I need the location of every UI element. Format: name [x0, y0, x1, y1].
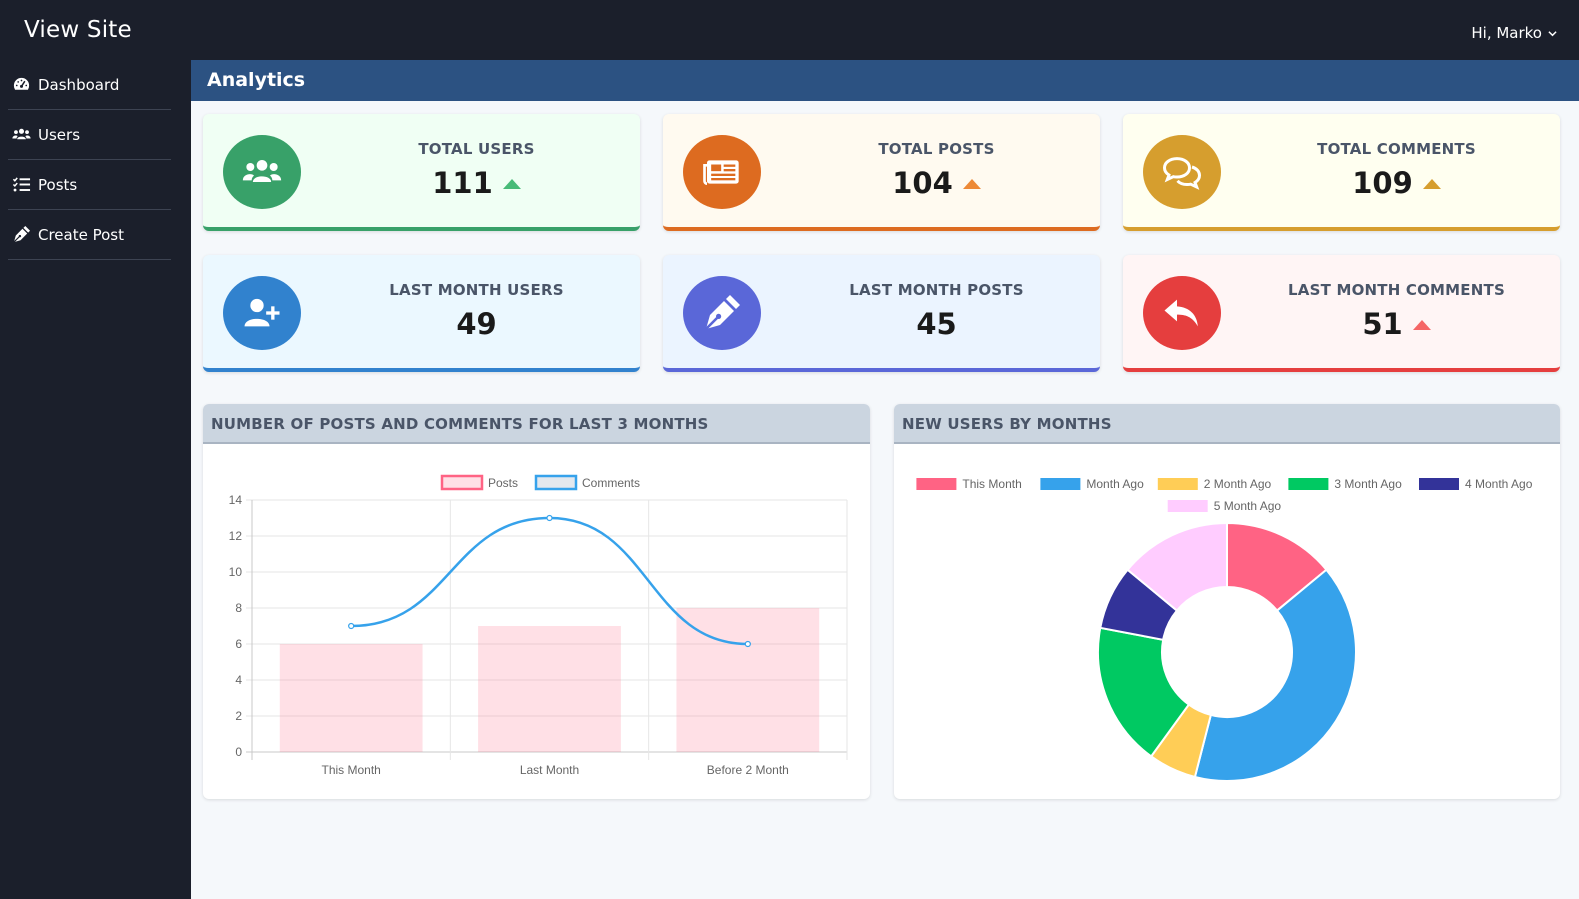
legend-swatch — [1040, 478, 1081, 490]
legend-swatch — [440, 474, 484, 491]
legend-label: Comments — [582, 476, 640, 490]
legend-swatch — [1157, 478, 1198, 490]
comments-point — [546, 514, 553, 522]
trend-up-icon — [502, 179, 521, 189]
chevron-down-icon — [1548, 30, 1557, 36]
x-tick-label: Last Month — [520, 763, 579, 777]
new-users-panel: NEW USERS BY MONTHS This Month Month Ago 2… — [894, 404, 1560, 799]
legend-label: This Month — [962, 477, 1021, 491]
y-tick-label: 12 — [229, 529, 243, 543]
sidebar-item-users[interactable]: Users — [8, 110, 171, 160]
sidebar-item-create-post[interactable]: Create Post — [8, 210, 171, 260]
legend-label: 2 Month Ago — [1204, 477, 1272, 491]
comments-icon — [1143, 135, 1221, 209]
stat-value: 51 — [1362, 307, 1403, 341]
legend-swatch — [1288, 478, 1329, 490]
legend-swatch — [534, 474, 578, 491]
list-icon — [10, 174, 32, 196]
stat-label: TOTAL USERS — [418, 140, 535, 158]
posts-comments-panel: NUMBER OF POSTS AND COMMENTS FOR LAST 3 … — [203, 404, 870, 799]
stat-label: LAST MONTH POSTS — [849, 281, 1024, 299]
stat-value: 104 — [892, 166, 953, 200]
pen-icon — [683, 276, 761, 350]
donut-slice — [1193, 568, 1357, 782]
y-tick-label: 14 — [229, 493, 243, 507]
panel-title: NEW USERS BY MONTHS — [894, 404, 1560, 444]
comments-point — [744, 640, 751, 648]
stat-value: 109 — [1352, 166, 1413, 200]
trend-up-icon — [1412, 320, 1431, 330]
newspaper-icon — [683, 135, 761, 209]
y-tick-label: 4 — [235, 673, 242, 687]
user-plus-icon — [223, 276, 301, 350]
stat-label: LAST MONTH USERS — [389, 281, 564, 299]
top-bar: View Site Hi, Marko — [0, 0, 1579, 60]
posts-bar — [279, 644, 423, 752]
stat-card-total-users: TOTAL USERS 111 — [203, 114, 640, 231]
page-title: Analytics — [207, 69, 306, 91]
panel-title: NUMBER OF POSTS AND COMMENTS FOR LAST 3 … — [203, 404, 870, 444]
stat-card-total-comments: TOTAL COMMENTS 109 — [1123, 114, 1560, 231]
sidebar-item-label: Create Post — [38, 225, 124, 244]
stat-card-last-month-posts: LAST MONTH POSTS 45 — [663, 255, 1100, 372]
new-users-chart: This Month Month Ago 2 Month Ago 3 Month Ag… — [916, 477, 1533, 782]
page-header: Analytics — [191, 60, 1579, 101]
trend-up-icon — [1422, 179, 1441, 189]
sidebar-item-posts[interactable]: Posts — [8, 160, 171, 210]
sidebar-item-dashboard[interactable]: Dashboard — [8, 60, 171, 110]
comments-point — [348, 622, 355, 630]
sidebar-item-label: Dashboard — [38, 75, 120, 94]
stat-value: 49 — [456, 307, 497, 341]
posts-comments-chart: 0 2 4 6 8 10 12 14 This Month Last Month Before 2 … — [229, 474, 848, 777]
pen-icon — [10, 224, 32, 246]
legend-label: 3 Month Ago — [1334, 477, 1402, 491]
x-tick-label: Before 2 Month — [707, 763, 789, 777]
stat-card-last-month-users: LAST MONTH USERS 49 — [203, 255, 640, 372]
trend-up-icon — [962, 179, 981, 189]
y-tick-label: 2 — [235, 709, 242, 723]
donut-slice — [1097, 626, 1191, 758]
sidebar-item-label: Posts — [38, 175, 78, 194]
user-menu[interactable]: Hi, Marko — [1471, 24, 1557, 42]
sidebar: Dashboard Users Posts Create Post — [0, 60, 191, 899]
stat-value: 111 — [432, 166, 493, 200]
sidebar-item-label: Users — [38, 125, 81, 144]
stat-label: LAST MONTH COMMENTS — [1288, 281, 1505, 299]
stat-card-last-month-comments: LAST MONTH COMMENTS 51 — [1123, 255, 1560, 372]
reply-icon — [1143, 276, 1221, 350]
stat-label: TOTAL POSTS — [878, 140, 995, 158]
stat-card-total-posts: TOTAL POSTS 104 — [663, 114, 1100, 231]
legend-label: 4 Month Ago — [1465, 477, 1533, 491]
dashboard-icon — [10, 74, 32, 96]
legend-swatch — [1167, 500, 1208, 512]
user-greeting: Hi, Marko — [1471, 24, 1542, 42]
y-tick-label: 8 — [235, 601, 242, 615]
stat-value: 45 — [916, 307, 957, 341]
y-tick-label: 6 — [235, 637, 242, 651]
legend-label: 5 Month Ago — [1214, 499, 1282, 513]
y-tick-label: 10 — [229, 565, 243, 579]
users-icon — [223, 135, 301, 209]
donut-slice — [1126, 521, 1228, 612]
posts-bar — [478, 626, 621, 752]
legend-label: Month Ago — [1086, 477, 1144, 491]
legend-swatch — [1419, 478, 1459, 490]
legend-swatch — [916, 478, 957, 490]
x-tick-label: This Month — [321, 763, 380, 777]
view-site-link[interactable]: View Site — [24, 17, 132, 43]
users-icon — [10, 124, 32, 146]
y-tick-label: 0 — [235, 745, 242, 759]
stat-label: TOTAL COMMENTS — [1317, 140, 1476, 158]
legend-label: Posts — [488, 476, 518, 490]
comments-line — [351, 516, 748, 646]
